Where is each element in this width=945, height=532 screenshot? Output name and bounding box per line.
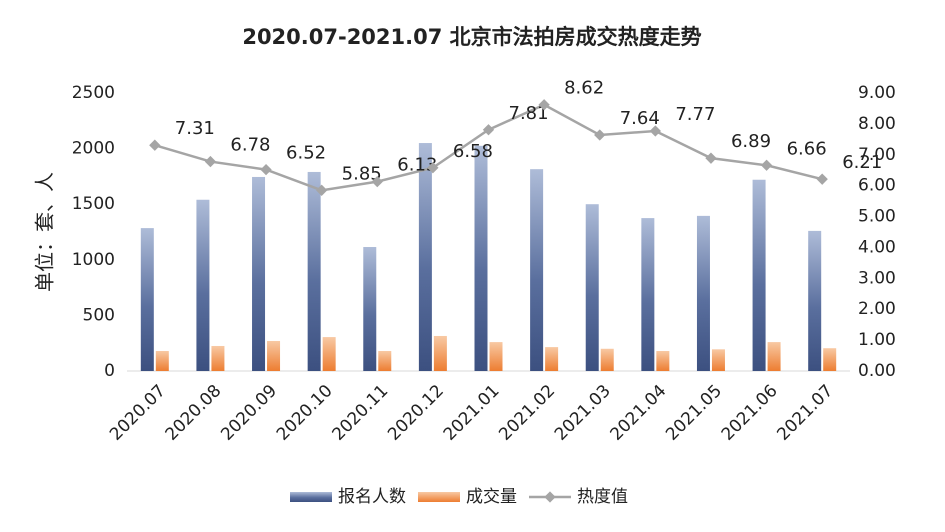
bar (196, 199, 210, 371)
x-tick-label: 2021.01 (440, 381, 504, 445)
bar (252, 176, 266, 371)
x-tick-label: 2021.07 (773, 381, 837, 445)
data-label: 8.62 (564, 78, 604, 99)
marker (705, 152, 717, 164)
y-tick-label: 2500 (72, 83, 115, 103)
data-label: 6.52 (286, 143, 326, 164)
data-label: 6.21 (842, 152, 882, 173)
marker (482, 124, 495, 136)
y-tick-label: 1500 (72, 194, 115, 214)
bar (696, 215, 710, 371)
data-label: 7.77 (675, 104, 715, 125)
x-tick-label: 2020.09 (217, 381, 281, 445)
data-label: 7.64 (620, 108, 660, 129)
y2-tick-label: 9.00 (858, 83, 896, 103)
x-tick-label: 2021.05 (662, 381, 726, 445)
data-label: 7.81 (509, 103, 549, 124)
bar (711, 349, 725, 371)
legend-label: 热度值 (577, 487, 628, 507)
x-tick-label: 2021.04 (607, 381, 671, 445)
bar (823, 348, 837, 371)
legend-label: 报名人数 (338, 487, 406, 507)
bar (656, 350, 670, 371)
y2-tick-label: 7.00 (858, 145, 896, 165)
x-tick-label: 2020.11 (328, 381, 392, 445)
y-tick-label: 1000 (72, 250, 115, 270)
x-tick-label: 2021.06 (718, 381, 782, 445)
bar (267, 340, 281, 371)
x-tick-label: 2020.07 (106, 381, 170, 445)
y2-tick-label: 4.00 (858, 237, 896, 257)
data-label: 5.85 (342, 163, 382, 184)
x-tick-label: 2021.02 (495, 381, 559, 445)
legend-swatch (544, 491, 556, 503)
bar (155, 350, 169, 371)
bar (433, 335, 447, 371)
bar (489, 342, 503, 371)
bar (322, 337, 336, 371)
data-label: 7.31 (175, 118, 215, 139)
bar (211, 345, 225, 371)
bar (530, 169, 544, 371)
legend-swatch (418, 492, 460, 502)
x-tick-label: 2020.12 (384, 381, 448, 445)
data-label: 6.78 (230, 135, 270, 156)
bar (378, 350, 392, 371)
bar (545, 347, 559, 371)
bar (767, 342, 781, 371)
legend-label: 成交量 (466, 487, 517, 507)
marker (149, 139, 161, 151)
bar (585, 204, 599, 371)
x-tick-label: 2021.03 (551, 381, 615, 445)
chart-title: 2020.07-2021.07 北京市法拍房成交热度走势 (242, 25, 701, 49)
x-tick-label: 2020.10 (273, 381, 337, 445)
bar (641, 218, 655, 371)
y-tick-label: 2000 (72, 139, 115, 159)
marker (760, 159, 773, 171)
bar (600, 348, 614, 371)
bar (752, 179, 766, 371)
bar (363, 247, 377, 371)
y-tick-label: 500 (83, 305, 115, 325)
bar (474, 145, 488, 371)
y2-tick-label: 2.00 (858, 299, 896, 319)
data-label: 6.13 (397, 155, 437, 176)
bar (307, 171, 321, 371)
data-label: 6.89 (731, 131, 771, 152)
marker (315, 184, 328, 196)
bar (418, 143, 432, 371)
y2-tick-label: 5.00 (858, 207, 896, 227)
legend-swatch (290, 492, 332, 502)
y-axis-label: 单位：套、人 (33, 172, 57, 292)
marker (594, 129, 606, 141)
y2-tick-label: 3.00 (858, 268, 896, 288)
y-tick-label: 0 (104, 361, 115, 381)
y2-tick-label: 6.00 (858, 176, 896, 196)
data-label: 6.66 (787, 138, 827, 159)
marker (427, 162, 439, 174)
data-label: 6.58 (453, 141, 493, 162)
marker (816, 173, 828, 185)
y2-tick-label: 1.00 (858, 330, 896, 350)
marker (371, 175, 383, 188)
y2-tick-label: 8.00 (858, 114, 896, 134)
x-tick-label: 2020.08 (162, 381, 226, 445)
bar (140, 228, 154, 371)
marker (260, 163, 272, 176)
marker (204, 155, 217, 168)
y2-tick-label: 0.00 (858, 361, 896, 381)
bar (808, 230, 822, 371)
